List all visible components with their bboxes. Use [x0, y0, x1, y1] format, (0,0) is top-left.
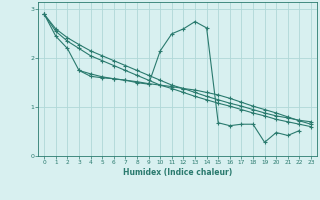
X-axis label: Humidex (Indice chaleur): Humidex (Indice chaleur) — [123, 168, 232, 177]
